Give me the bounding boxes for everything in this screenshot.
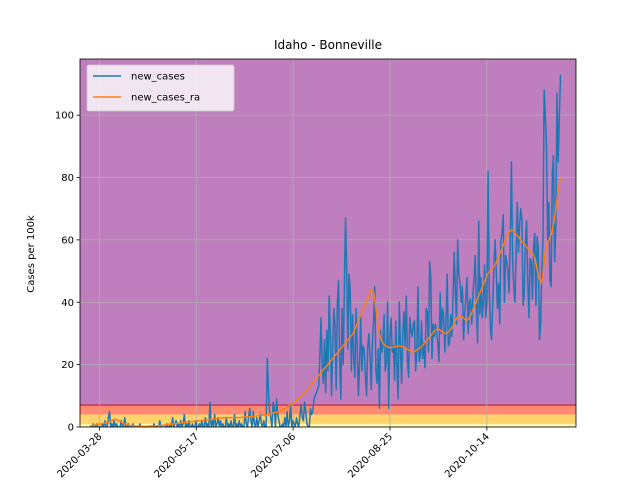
series-line-new-cases xyxy=(89,74,562,427)
x-axis-ticks: 2020-03-28 2020-05-17 2020-07-06 2020-08-25… xyxy=(56,427,492,480)
legend-entry: new_cases_ra xyxy=(131,93,200,104)
y-axis-label: Cases per 100k xyxy=(26,215,37,293)
x-tick-label: 2020-05-17 xyxy=(152,431,201,480)
x-tick-label: 2020-03-28 xyxy=(56,431,105,480)
x-tick-label: 2020-10-14 xyxy=(443,431,492,480)
y-tick-label: 0 xyxy=(68,423,74,434)
background-band-0 xyxy=(80,423,576,427)
legend: new_cases new_cases_ra xyxy=(86,64,235,112)
x-tick-label: 2020-08-25 xyxy=(346,431,395,480)
legend-entry: new_cases xyxy=(131,72,185,83)
background-bands xyxy=(80,59,576,427)
x-tick-label: 2020-07-06 xyxy=(249,431,298,480)
y-tick-label: 20 xyxy=(61,360,74,371)
background-band-2 xyxy=(80,405,576,415)
y-axis-ticks: 0 20 40 60 80 100 xyxy=(55,111,80,434)
plot-frame xyxy=(79,58,577,428)
background-band-1 xyxy=(80,414,576,424)
y-tick-label: 40 xyxy=(61,298,74,309)
series-line-new-cases-ra xyxy=(89,177,562,427)
y-tick-label: 80 xyxy=(61,173,74,184)
chart-title: Idaho - Bonneville xyxy=(274,38,382,52)
y-tick-label: 60 xyxy=(61,235,74,246)
legend-box xyxy=(86,64,235,112)
y-tick-label: 100 xyxy=(55,111,74,122)
series-lines xyxy=(89,74,562,427)
